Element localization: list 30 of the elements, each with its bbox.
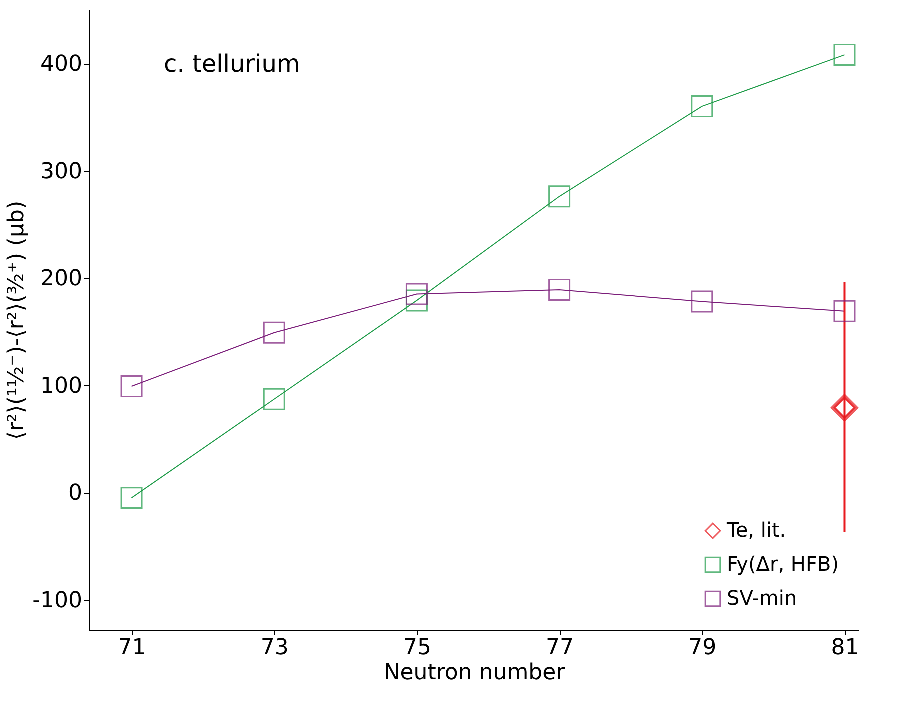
x-tick-label: 75	[403, 636, 432, 660]
x-axis-title: Neutron number	[384, 660, 566, 686]
point	[691, 290, 714, 313]
legend-label: SV-min	[727, 586, 798, 610]
point	[120, 376, 143, 398]
y-tick-label: 100	[40, 374, 82, 399]
x-tick-label: 79	[688, 636, 717, 660]
point	[548, 278, 571, 301]
y-tick-label: 300	[40, 159, 82, 184]
annotation: c. tellurium	[164, 50, 300, 78]
point	[831, 394, 858, 422]
legend-label: Fy(Δr, HFB)	[727, 552, 839, 576]
point	[263, 322, 286, 344]
point	[834, 300, 856, 322]
legend-label: Te, lit.	[726, 518, 786, 542]
x-tick-label: 71	[118, 636, 146, 660]
y-axis-title: ⟨r²⟩(¹¹⁄₂⁻)-⟨r²⟩(³⁄₂⁺) (μb)	[4, 200, 30, 440]
y-tick-label: -100	[32, 588, 82, 614]
point	[834, 44, 856, 66]
x-tick-label: 81	[831, 636, 860, 660]
point	[406, 283, 428, 306]
point	[691, 96, 714, 118]
y-tick-label: 400	[40, 52, 82, 78]
y-tick-label: 0	[68, 481, 82, 506]
y-tick-label: 200	[40, 266, 82, 292]
point	[548, 186, 571, 208]
x-tick-label: 77	[546, 636, 574, 660]
point	[263, 388, 286, 410]
x-tick-label: 73	[260, 636, 289, 660]
point	[120, 487, 143, 510]
